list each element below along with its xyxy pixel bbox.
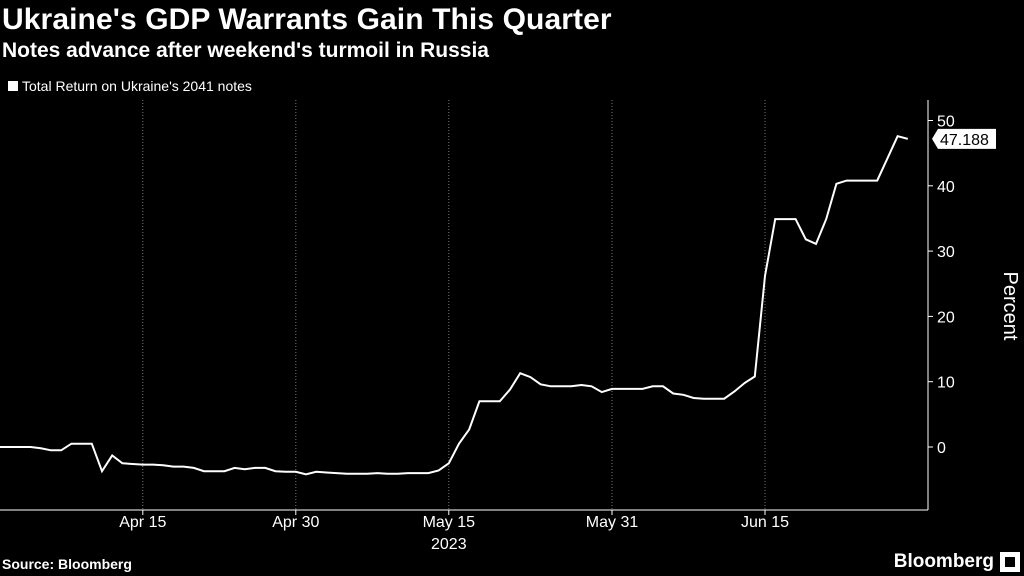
x-tick-label-0: Apr 15 xyxy=(119,514,166,531)
y-tick-label-2: 20 xyxy=(937,309,955,326)
last-value-label: 47.188 xyxy=(940,132,989,149)
y-tick-label-5: 50 xyxy=(937,114,955,131)
bloomberg-logo-icon xyxy=(1000,552,1020,572)
x-tick-labels: Apr 15 Apr 30 May 15 May 31 Jun 15 xyxy=(119,514,789,531)
source-note: Source: Bloomberg xyxy=(2,556,132,572)
x-tick-label-3: May 31 xyxy=(586,514,639,531)
legend-swatch xyxy=(8,81,18,91)
y-tick-label-1: 10 xyxy=(937,375,955,392)
last-value-badge: 47.188 xyxy=(932,128,996,149)
axes xyxy=(0,100,933,515)
legend: Total Return on Ukraine's 2041 notes xyxy=(8,78,252,94)
y-tick-label-3: 30 xyxy=(937,244,955,261)
legend-label: Total Return on Ukraine's 2041 notes xyxy=(22,78,252,94)
y-axis-label: Percent xyxy=(999,272,1021,341)
series-line-ukraine-2041-notes xyxy=(0,135,909,476)
y-tick-label-0: 0 xyxy=(937,440,946,457)
x-tick-label-4: Jun 15 xyxy=(741,514,789,531)
y-tick-label-4: 40 xyxy=(937,179,955,196)
bloomberg-logo-text: Bloomberg xyxy=(893,551,994,572)
x-tick-label-1: Apr 30 xyxy=(272,514,319,531)
chart-subtitle: Notes advance after weekend's turmoil in… xyxy=(2,39,489,62)
chart-title: Ukraine's GDP Warrants Gain This Quarter xyxy=(2,3,612,36)
x-axis-year-label: 2023 xyxy=(431,536,467,553)
y-tick-labels: 0 10 20 30 40 50 xyxy=(937,114,955,458)
x-tick-label-2: May 15 xyxy=(423,514,476,531)
grid-lines xyxy=(142,100,766,510)
